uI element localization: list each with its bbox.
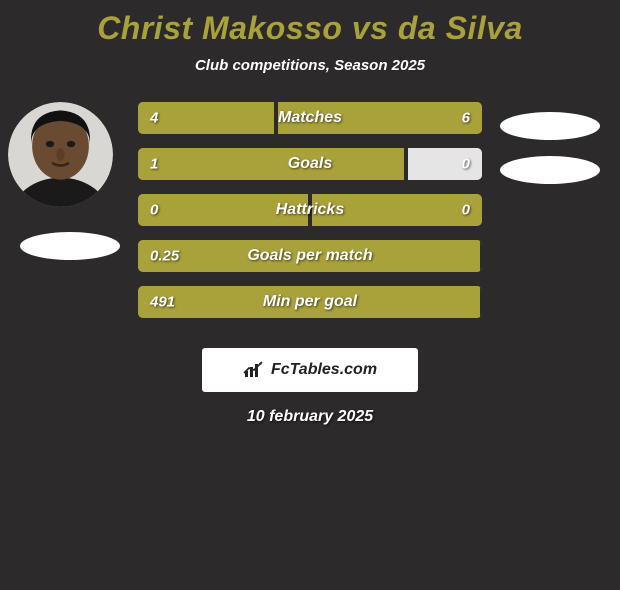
- bar-right-segment: [276, 102, 482, 134]
- stat-bar-goals: 10Goals: [138, 148, 482, 180]
- logo-text: FcTables.com: [271, 361, 377, 379]
- player-left-avatar: [8, 102, 113, 207]
- bar-right-segment: [310, 194, 482, 226]
- bar-left-segment: [138, 148, 406, 180]
- comparison-title: Christ Makosso vs da Silva: [0, 10, 620, 47]
- stat-bar-goals-per-match: 0.25Goals per match: [138, 240, 482, 272]
- bar-right-value: 0: [462, 156, 470, 173]
- bar-right-value: 0: [462, 202, 470, 219]
- bar-left-segment: [138, 240, 482, 272]
- bar-left-segment: [138, 194, 310, 226]
- stat-bar-hattricks: 00Hattricks: [138, 194, 482, 226]
- bar-left-value: 491: [150, 294, 175, 311]
- stat-bar-matches: 46Matches: [138, 102, 482, 134]
- bar-left-segment: [138, 286, 482, 318]
- bar-left-value: 4: [150, 110, 158, 127]
- bar-left-value: 0.25: [150, 248, 179, 265]
- comparison-date: 10 february 2025: [0, 408, 620, 426]
- bar-left-value: 0: [150, 202, 158, 219]
- fctables-logo: FcTables.com: [202, 348, 418, 392]
- player-right-flag: [500, 112, 600, 140]
- stat-bar-min-per-goal: 491Min per goal: [138, 286, 482, 318]
- stat-bars: 46Matches10Goals00Hattricks0.25Goals per…: [138, 102, 482, 332]
- bar-left-value: 1: [150, 156, 158, 173]
- bar-chart-icon: [243, 361, 265, 379]
- bar-right-value: 6: [462, 110, 470, 127]
- comparison-subtitle: Club competitions, Season 2025: [0, 57, 620, 74]
- player-right-flag-2: [500, 156, 600, 184]
- bar-left-segment: [138, 102, 276, 134]
- bar-right-segment: [406, 148, 482, 180]
- player-left-flag: [20, 232, 120, 260]
